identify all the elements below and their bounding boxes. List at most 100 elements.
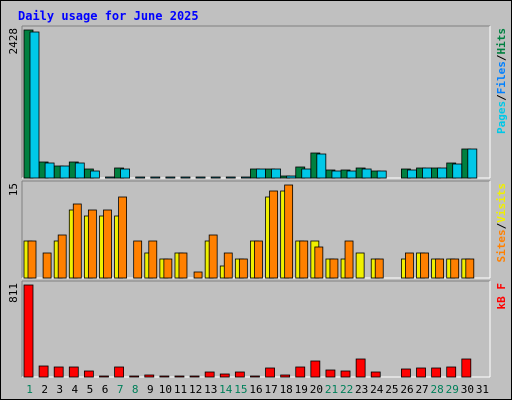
panel-1-bar-sites-8: [133, 240, 143, 279]
x-tick-label-19: 19: [295, 383, 308, 396]
x-tick-label-28: 28: [431, 383, 444, 396]
panel-2-bar-kb-f-21: [325, 369, 336, 378]
panel-2-bar-kb-f-18: [280, 374, 291, 378]
x-tick-label-26: 26: [400, 383, 413, 396]
x-tick-label-13: 13: [204, 383, 217, 396]
panel-0-bar-pages-13: [210, 176, 221, 179]
panel-2-bar-kb-f-30: [461, 358, 472, 378]
panel-2-bar-kb-f-2: [38, 365, 49, 378]
panel-2-bar-kb-f-26: [401, 368, 411, 378]
panel-2-bar-kb-f-16: [250, 375, 260, 378]
panel-1-max-label: 15: [7, 183, 20, 196]
panel-0-bar-pages-20: [316, 153, 327, 179]
panel-1-bar-sites-16: [254, 240, 263, 279]
panel-0-bar-pages-3: [59, 165, 70, 179]
x-tick-label-24: 24: [370, 383, 384, 396]
panel-1-bar-sites-27: [420, 252, 429, 279]
panel-2-bar-kb-f-29: [446, 366, 457, 378]
panel-1: 15 Sites/Visits: [7, 180, 508, 279]
panel-2-bar-kb-f-1: [23, 284, 34, 378]
panel-1-bar-sites-10: [163, 258, 173, 279]
x-tick-label-14: 14: [219, 383, 233, 396]
panel-1-bar-sites-28: [435, 258, 445, 279]
panel-2-legend: kB F: [495, 283, 508, 310]
x-tick-label-1: 1: [26, 383, 33, 396]
panel-2-legend-kb-f: kB F: [495, 283, 508, 310]
panel-0-bar-pages-15: [240, 176, 251, 179]
x-tick-label-6: 6: [102, 383, 109, 396]
panel-0-bar-pages-9: [150, 176, 161, 179]
x-tick-label-29: 29: [446, 383, 459, 396]
panel-0-bar-pages-14: [225, 176, 236, 179]
panel-1-bar-sites-12: [193, 271, 203, 279]
panel-1-legend-separator: /: [495, 222, 508, 229]
panel-0-legend-separator: /: [495, 54, 508, 61]
x-tick-label-22: 22: [340, 383, 353, 396]
panel-2-plot-area: [22, 281, 490, 377]
panel-1-legend-sites: Sites: [495, 229, 508, 262]
x-tick-label-8: 8: [132, 383, 139, 396]
panel-2-bar-kb-f-19: [295, 366, 306, 378]
panel-1-bar-sites-19: [299, 240, 309, 279]
panel-2-bar-kb-f-5: [83, 370, 94, 378]
panel-0-bar-pages-1: [29, 31, 40, 179]
x-tick-label-16: 16: [249, 383, 262, 396]
panel-0-bar-pages-10: [165, 176, 176, 179]
panel-0-bar-pages-11: [180, 176, 191, 179]
panel-2-bar-kb-f-15: [234, 371, 245, 378]
panel-1-bar-sites-15: [238, 258, 248, 279]
x-tick-label-25: 25: [385, 383, 398, 396]
panel-2-max-label: 811: [7, 283, 20, 303]
panel-0-bar-pages-27: [422, 167, 432, 179]
x-tick-label-30: 30: [461, 383, 474, 396]
x-tick-label-27: 27: [415, 383, 428, 396]
x-tick-label-21: 21: [325, 383, 338, 396]
panel-0-bar-pages-8: [135, 176, 146, 179]
panel-0-bar-pages-16: [256, 168, 266, 179]
panel-1-bar-sites-3: [57, 234, 67, 279]
panel-0-bar-pages-24: [376, 170, 387, 179]
panel-1-bar-sites-9: [148, 240, 158, 279]
panel-2-bar-kb-f-14: [219, 373, 230, 378]
panel-1-bar-sites-14: [223, 252, 233, 279]
panel-1-legend-visits: Visits: [495, 183, 508, 223]
panel-2-bar-kb-f-23: [355, 358, 366, 378]
panel-0-bar-pages-23: [361, 168, 372, 179]
x-tick-label-12: 12: [189, 383, 202, 396]
panel-0-legend-hits: Hits: [495, 28, 508, 55]
panel-1-bar-sites-17: [269, 190, 278, 279]
panel-2-bar-kb-f-6: [99, 375, 109, 378]
x-tick-label-3: 3: [56, 383, 63, 396]
panel-0-bar-pages-22: [346, 170, 357, 179]
panel-1-bar-sites-13: [208, 234, 218, 279]
panel-0-bar-pages-28: [437, 167, 448, 179]
panel-2-bar-kb-f-24: [370, 371, 381, 378]
x-tick-label-11: 11: [174, 383, 187, 396]
panel-2: 811 kB F: [7, 280, 508, 378]
panel-1-bar-sites-21: [329, 258, 339, 279]
panel-1-bar-sites-2: [42, 252, 52, 279]
panel-1-bar-sites-5: [87, 209, 97, 279]
panel-2-bar-kb-f-27: [416, 367, 426, 378]
x-tick-label-7: 7: [117, 383, 124, 396]
x-tick-label-4: 4: [72, 383, 79, 396]
panel-0-legend: Pages/Files/Hits: [495, 28, 508, 134]
x-tick-label-31: 31: [476, 383, 489, 396]
panel-2-bar-kb-f-13: [204, 371, 215, 378]
panel-2-bar-kb-f-22: [340, 370, 351, 378]
panel-2-bar-kb-f-10: [159, 375, 170, 378]
panel-2-bar-kb-f-9: [144, 374, 155, 378]
panel-1-bar-sites-4: [72, 203, 82, 279]
panel-0-legend-pages: Pages: [495, 101, 508, 134]
panel-0-bar-pages-18: [286, 175, 297, 179]
panel-2-bar-kb-f-20: [310, 360, 321, 378]
panel-2-bar-kb-f-28: [431, 367, 442, 378]
panel-2-bar-kb-f-4: [68, 366, 79, 378]
x-tick-label-17: 17: [264, 383, 277, 396]
panel-0-bar-pages-5: [89, 170, 100, 179]
panel-1-bar-sites-20: [314, 246, 324, 279]
panel-1-bar-sites-18: [284, 184, 294, 279]
panel-1-bar-sites-24: [374, 258, 384, 279]
x-tick-label-23: 23: [355, 383, 368, 396]
